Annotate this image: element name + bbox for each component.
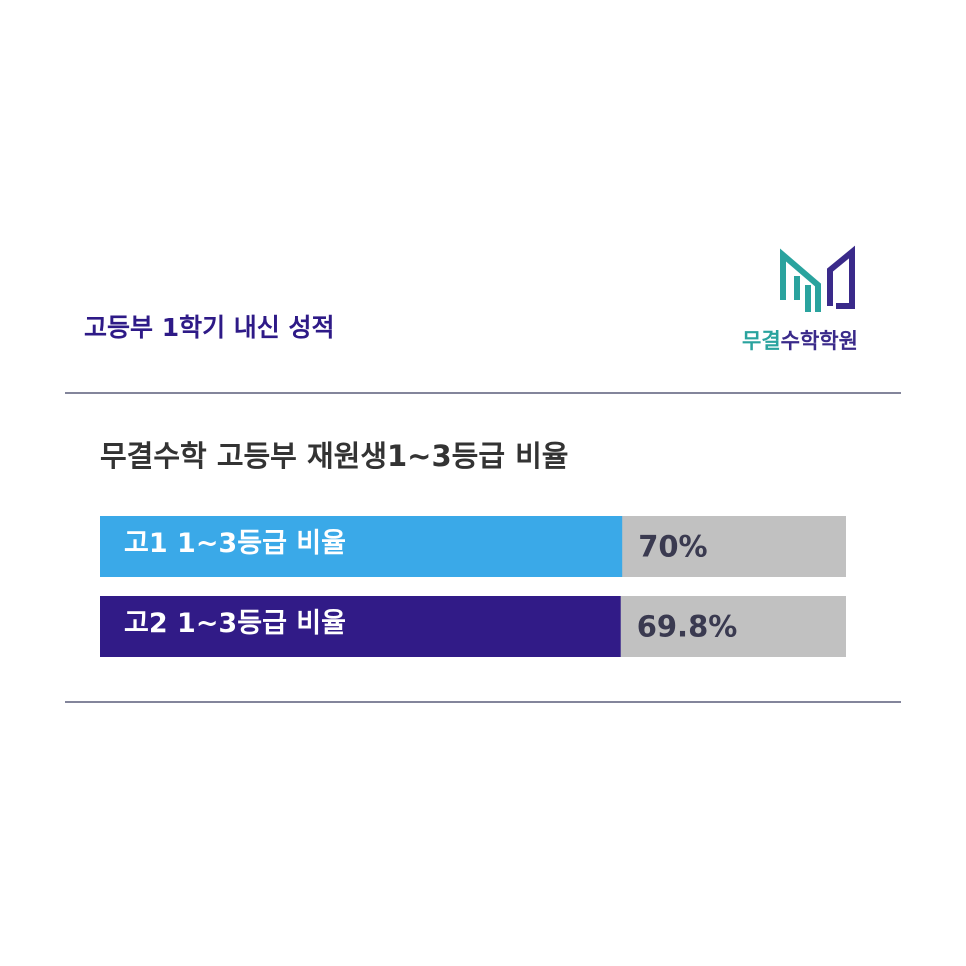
logo-part: 수학학원 bbox=[781, 329, 858, 353]
chart-title: 무결수학 고등부 재원생1~3등급 비율 bbox=[100, 439, 568, 473]
value-label: 70% bbox=[638, 530, 707, 564]
logo-text: 무결수학학원 bbox=[742, 329, 858, 353]
bar-label: 고1 1~3등급 비율 bbox=[124, 528, 346, 559]
bar-label: 고2 1~3등급 비율 bbox=[124, 608, 346, 639]
bar bbox=[100, 516, 623, 577]
bar bbox=[100, 596, 621, 657]
logo-icon bbox=[780, 245, 855, 312]
header-title: 고등부 1학기 내신 성적 bbox=[84, 313, 335, 342]
logo-part: 무결 bbox=[742, 329, 781, 353]
value-label: 69.8% bbox=[637, 610, 738, 644]
